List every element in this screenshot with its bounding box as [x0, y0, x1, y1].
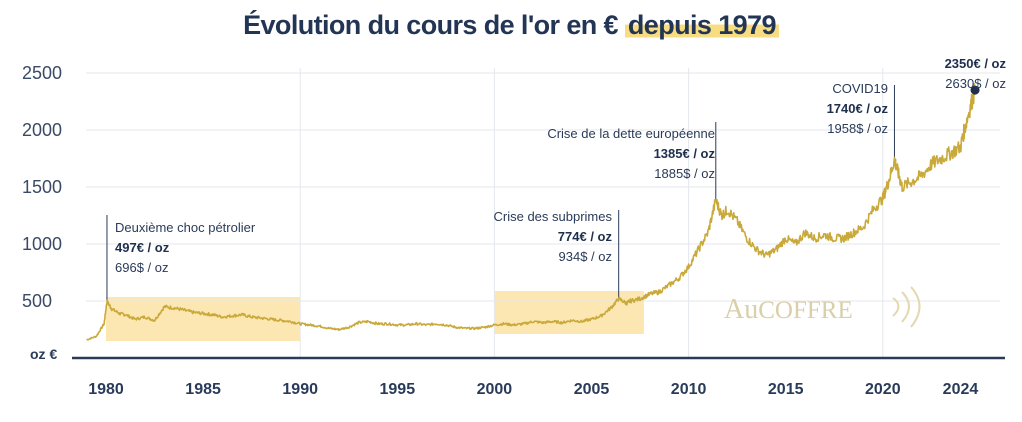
chart-title-main: Évolution du cours de l'or en €	[243, 10, 618, 40]
y-tick-label: 2000	[22, 120, 62, 140]
annotation-usd-price: 696$ / oz	[115, 260, 169, 275]
y-tick-label: 500	[22, 291, 52, 311]
annotation-title: COVID19	[832, 81, 888, 96]
watermark-part1: Au	[724, 294, 758, 325]
chart-title-highlight: depuis 1979	[624, 10, 779, 40]
y-tick-label: 1000	[22, 234, 62, 254]
annotation-title: Crise de la dette européenne	[547, 126, 715, 141]
y-tick-label: 1500	[22, 177, 62, 197]
highlight-box	[494, 291, 644, 334]
annotation-eur-price: 1740€ / oz	[827, 101, 889, 116]
watermark-part2: COFFRE	[758, 297, 852, 324]
x-tick-label: 2020	[865, 381, 901, 398]
annotation-usd-price: 1885$ / oz	[654, 166, 715, 181]
y-axis-label: oz €	[30, 346, 57, 362]
x-tick-label: 2015	[768, 381, 804, 398]
latest-price-point	[970, 85, 980, 95]
watermark-logo: AuCOFFRE	[724, 294, 853, 325]
annotation-eur-price: 2350€ / oz	[945, 56, 1007, 71]
watermark-arc	[910, 286, 921, 328]
y-tick-label: 2500	[22, 63, 62, 83]
watermark-arc	[901, 291, 910, 323]
watermark-arc	[892, 297, 900, 317]
x-tick-label: 2005	[574, 381, 610, 398]
annotation-eur-price: 1385€ / oz	[654, 146, 716, 161]
annotation-usd-price: 934$ / oz	[559, 249, 613, 264]
x-tick-label: 1985	[185, 381, 221, 398]
annotation-title: Crise des subprimes	[494, 209, 613, 224]
annotation-eur-price: 774€ / oz	[558, 229, 613, 244]
x-tick-label: 2000	[477, 381, 513, 398]
x-tick-label: 2024	[943, 381, 979, 398]
x-tick-label: 1995	[380, 381, 416, 398]
x-tick-label: 1980	[88, 381, 124, 398]
chart-title: Évolution du cours de l'or en € depuis 1…	[0, 10, 1022, 41]
annotation-eur-price: 497€ / oz	[115, 240, 170, 255]
x-tick-label: 2010	[671, 381, 707, 398]
annotation-usd-price: 1958$ / oz	[827, 121, 888, 136]
x-tick-label: 1990	[282, 381, 318, 398]
annotation-title: Deuxième choc pétrolier	[115, 220, 256, 235]
annotation-usd-price: 2630$ / oz	[945, 76, 1006, 91]
gold-price-series-line	[86, 83, 976, 341]
